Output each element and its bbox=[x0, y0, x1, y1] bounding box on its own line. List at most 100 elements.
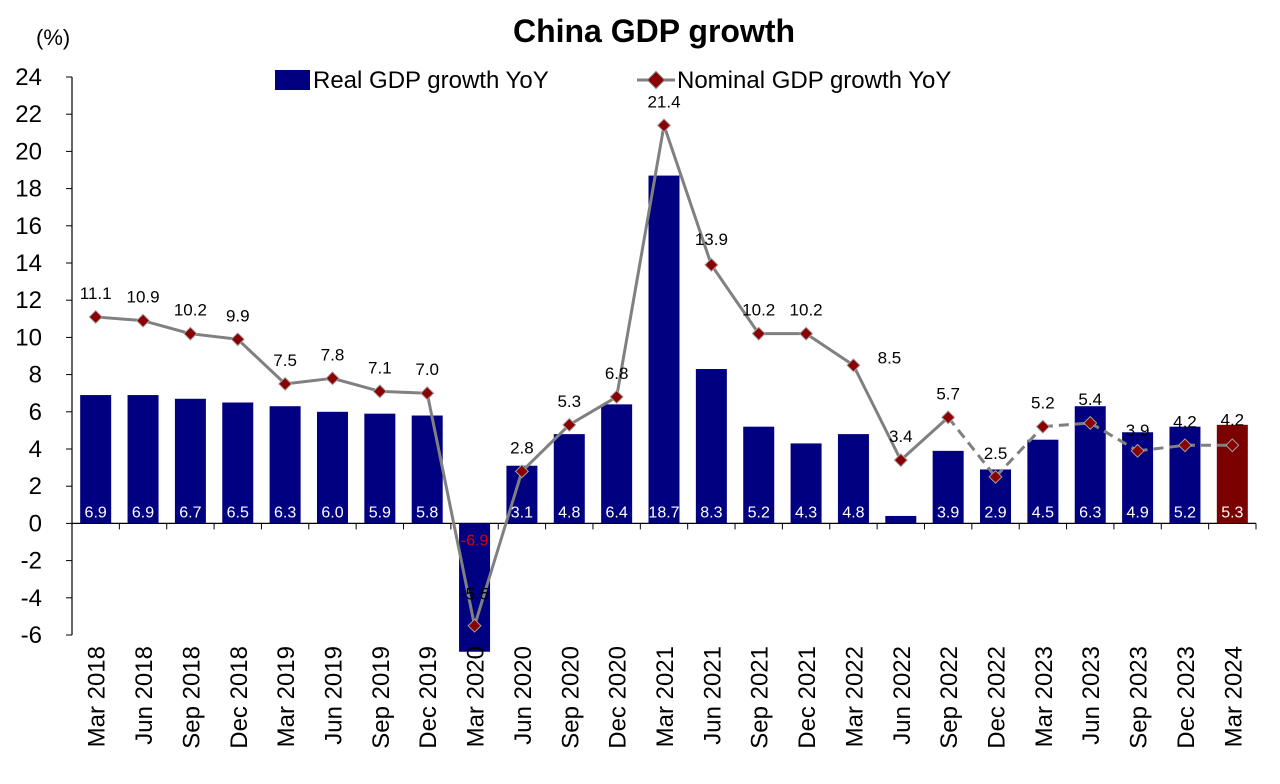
line-segment bbox=[946, 416, 997, 478]
bar bbox=[80, 395, 112, 524]
y-tick-label: -4 bbox=[21, 585, 42, 612]
y-tick-label: 14 bbox=[15, 250, 42, 277]
line-marker bbox=[799, 326, 814, 341]
line-marker bbox=[893, 453, 908, 468]
line-label: 3.4 bbox=[889, 427, 913, 446]
line-marker bbox=[1083, 415, 1098, 431]
line-marker bbox=[704, 257, 719, 272]
bar-label: 5.2 bbox=[748, 504, 770, 521]
chart-title: China GDP growth bbox=[513, 13, 795, 49]
line-label: 4.2 bbox=[1220, 410, 1244, 429]
line-segment bbox=[379, 389, 428, 395]
line-marker bbox=[1130, 443, 1145, 458]
bar bbox=[364, 413, 396, 524]
bar-label: 2.9 bbox=[984, 504, 1006, 521]
x-tick-label: Mar 2023 bbox=[1031, 646, 1058, 747]
line-segment bbox=[994, 425, 1044, 478]
line-label: 5.3 bbox=[557, 392, 581, 411]
x-tick-label: Mar 2020 bbox=[463, 646, 490, 747]
y-tick-label: 18 bbox=[15, 176, 42, 203]
line-marker bbox=[325, 371, 340, 386]
line-segment bbox=[236, 338, 287, 385]
line-marker bbox=[183, 326, 198, 341]
y-tick-label: 4 bbox=[29, 436, 42, 463]
line-marker bbox=[278, 376, 293, 391]
x-tick-label: Dec 2019 bbox=[415, 646, 442, 749]
x-axis-ticks: Mar 2018 Jun 2018 Sep 2018 Dec 2018 Mar 2019… bbox=[84, 646, 1248, 749]
bar-label: 6.9 bbox=[132, 504, 154, 521]
line-label: 5.7 bbox=[936, 384, 960, 403]
bar bbox=[648, 175, 680, 524]
bar bbox=[932, 450, 964, 524]
bar-label: 4.8 bbox=[558, 504, 580, 521]
x-tick-label: Jun 2023 bbox=[1078, 646, 1105, 745]
x-tick-label: Sep 2018 bbox=[178, 646, 205, 749]
line-series-nominal-gdp bbox=[88, 118, 1240, 633]
x-tick-label: Sep 2022 bbox=[936, 646, 963, 749]
bar bbox=[269, 406, 301, 524]
line-segment bbox=[805, 332, 855, 367]
line-segment bbox=[332, 376, 381, 393]
bar-label: 6.0 bbox=[321, 504, 343, 521]
line-marker bbox=[135, 313, 151, 328]
line-label: 6.8 bbox=[605, 364, 629, 383]
x-tick-label: Mar 2019 bbox=[273, 646, 300, 747]
bar-label: 6.7 bbox=[179, 504, 201, 521]
bar bbox=[601, 404, 633, 524]
bar-label: 6.4 bbox=[606, 504, 628, 521]
line-segment bbox=[284, 376, 333, 386]
bar bbox=[1027, 439, 1059, 524]
line-segment bbox=[425, 392, 477, 626]
line-marker bbox=[609, 389, 624, 404]
line-marker bbox=[372, 384, 387, 399]
line-segment bbox=[662, 124, 713, 266]
bar bbox=[885, 515, 917, 524]
y-tick-label: 22 bbox=[15, 101, 42, 128]
y-tick-label: 20 bbox=[15, 138, 42, 165]
bar bbox=[837, 434, 869, 524]
bar-label: 18.7 bbox=[648, 504, 679, 521]
legend-marker-swatch bbox=[646, 70, 666, 90]
x-tick-label: Dec 2021 bbox=[794, 646, 821, 749]
line-marker bbox=[420, 386, 435, 401]
bar bbox=[127, 395, 159, 524]
line-marker bbox=[846, 358, 861, 373]
x-tick-label: Jun 2020 bbox=[510, 646, 537, 745]
data-labels: 6.9 6.9 6.7 6.5 6.3 6.0 5.9 5.8 -6.9 3.1 4.8 6.4 18.… bbox=[80, 92, 1244, 603]
line-label: 11.1 bbox=[80, 284, 112, 303]
x-tick-label: Dec 2020 bbox=[605, 646, 632, 749]
line-label: 5.2 bbox=[1031, 394, 1055, 413]
bar-label: 4.3 bbox=[795, 504, 817, 521]
line-label: 10.9 bbox=[126, 288, 159, 307]
bar bbox=[174, 398, 206, 524]
bar bbox=[743, 426, 775, 524]
x-tick-label: Mar 2021 bbox=[652, 646, 679, 747]
bar bbox=[222, 402, 254, 524]
line-label: 10.2 bbox=[742, 301, 775, 320]
y-tick-label: 10 bbox=[15, 324, 42, 351]
bar-series-real-gdp bbox=[80, 175, 1248, 652]
y-tick-label: 6 bbox=[29, 399, 42, 426]
x-tick-label: Jun 2019 bbox=[320, 646, 347, 745]
line-marker bbox=[1035, 419, 1050, 434]
y-tick-label: 0 bbox=[29, 510, 42, 537]
legend: Real GDP growth YoY Nominal GDP growth Y… bbox=[275, 67, 951, 94]
line-marker bbox=[1177, 438, 1193, 453]
x-tick-label: Jun 2021 bbox=[699, 646, 726, 745]
line-label: 2.8 bbox=[510, 438, 534, 457]
line-marker bbox=[514, 464, 529, 479]
line-label: 7.1 bbox=[368, 358, 392, 377]
line-label: 4.2 bbox=[1173, 412, 1197, 431]
bar-label: 4.5 bbox=[1032, 504, 1054, 521]
line-segment bbox=[520, 423, 571, 473]
line-marker bbox=[562, 417, 577, 432]
bar-label: 6.3 bbox=[274, 504, 296, 521]
x-tick-label: Mar 2022 bbox=[841, 646, 868, 747]
line-marker bbox=[1225, 438, 1240, 453]
line-segment bbox=[615, 125, 666, 398]
x-tick-label: Dec 2018 bbox=[226, 646, 253, 749]
bar bbox=[411, 415, 443, 524]
bar-label: 4.9 bbox=[1126, 504, 1148, 521]
